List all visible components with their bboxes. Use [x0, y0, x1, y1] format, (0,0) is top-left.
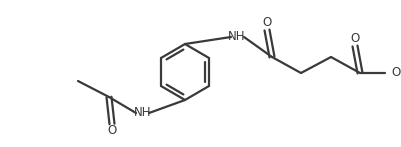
Text: OH: OH [391, 66, 401, 80]
Text: NH: NH [134, 106, 152, 120]
Text: NH: NH [228, 30, 246, 44]
Text: O: O [107, 125, 117, 137]
Text: O: O [350, 32, 360, 46]
Text: O: O [262, 16, 271, 30]
